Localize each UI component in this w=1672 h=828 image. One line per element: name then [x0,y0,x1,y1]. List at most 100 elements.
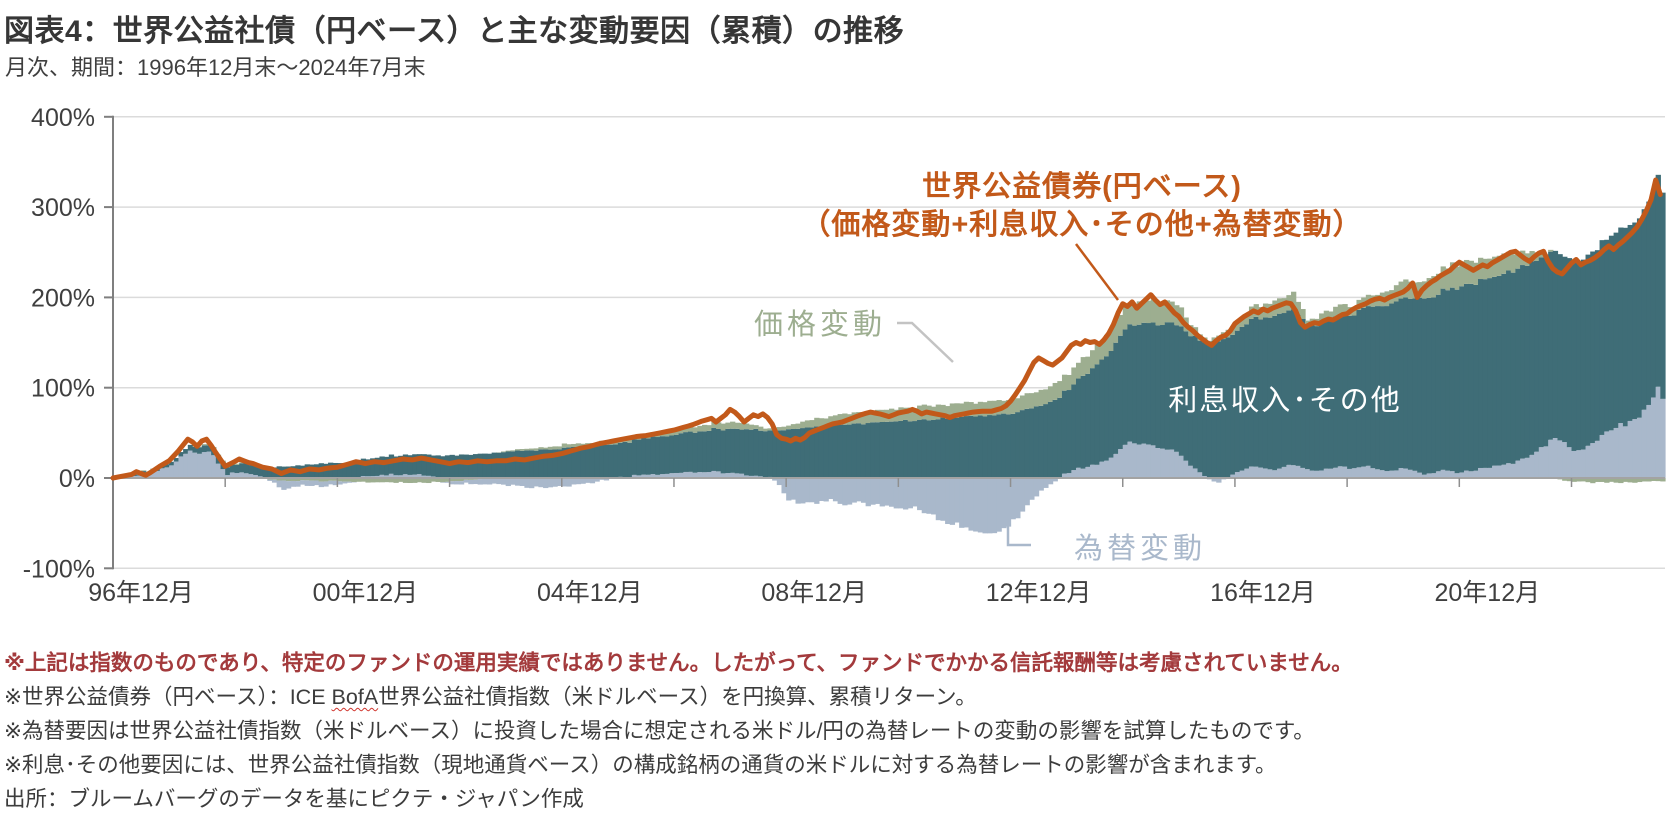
bar-segment [1319,470,1325,478]
bar-segment [1019,410,1026,478]
bar-segment [790,424,797,429]
bar-segment [1576,450,1582,478]
bar-segment [173,458,180,462]
bar-segment [636,439,642,476]
bar-segment [1188,336,1194,466]
bar-segment [248,465,254,475]
bar-segment [1487,278,1493,468]
footnote-warning: ※上記は指数のものであり、特定のファンドの運用実績ではありません。したがって、フ… [4,651,1353,675]
bar-segment [1085,373,1091,467]
bar-segment [1571,478,1577,482]
bar-segment [856,478,862,502]
bar-segment [870,478,876,505]
bar-segment [374,475,381,478]
bar-segment [1291,291,1297,310]
bar-segment [758,430,764,477]
bar-segment [753,425,759,429]
bar-segment [1080,357,1086,376]
bar-segment [1576,262,1582,451]
bar-segment [1510,272,1517,464]
bar-segment [795,428,801,478]
bar-segment [949,417,956,478]
bar-segment [1314,470,1320,478]
bar-segment [1052,478,1058,482]
bar-segment [954,403,960,418]
bar-segment [790,428,797,478]
bar-segment [379,478,385,483]
x-axis-tick-label: 04年12月 [537,579,643,607]
bar-segment [842,478,848,506]
bar-segment [870,422,876,478]
total-line-label-2: （価格変動+利息収入･その他+為替変動） [801,207,1362,241]
bar-segment [285,481,292,489]
bar-segment [1585,478,1591,483]
bar-segment [987,478,993,534]
bar-segment [557,449,563,478]
bar-segment [1038,405,1044,478]
bar-segment [697,425,703,432]
bar-segment [1510,463,1517,478]
bar-segment [800,478,806,504]
bar-segment [1080,375,1086,469]
bar-segment [846,424,853,478]
bar-segment [393,475,399,478]
bar-segment [645,474,652,478]
bar-segment [1029,393,1035,409]
bar-segment [1566,258,1573,448]
bar-segment [1038,478,1044,491]
bar-segment [776,478,783,486]
bar-segment [734,428,741,474]
bar-segment [706,472,712,478]
bar-segment [1164,322,1171,450]
bar-segment [1650,478,1657,481]
bar-segment [1524,265,1531,458]
bar-segment [1136,444,1143,478]
bar-segment [809,478,815,503]
bar-segment [851,478,857,503]
y-axis-tick-label: 100% [31,375,95,403]
bar-segment [1347,468,1353,478]
bar-segment [1580,259,1587,450]
fx-series-label: 為替変動 [1074,532,1206,565]
bar-segment [243,463,250,474]
axes-and-ticks [104,115,1665,570]
bar-segment [851,423,857,478]
bar-segment [1417,297,1423,473]
bar-segment [687,431,694,472]
bar-segment [991,478,998,534]
bar-segment [519,478,525,486]
bar-segment [1510,254,1517,273]
bar-segment [1323,310,1330,321]
chart-subtitle-period: 月次、期間：1996年12月末～2024年7月末 [5,55,426,80]
bar-segment [706,425,712,431]
bar-segment [1277,468,1283,478]
bar-segment [519,450,525,478]
bar-segment [1094,364,1100,465]
bar-segment [342,478,348,482]
bar-segment [1445,470,1451,478]
bar-segment [945,406,951,419]
bar-segment [828,425,834,478]
bar-segment [1548,249,1554,252]
bar-segment [912,478,918,507]
bar-segment [388,454,395,474]
bar-segment [1594,440,1601,478]
bar-segment [346,481,353,483]
bar-segment [1090,464,1096,478]
bar-segment [496,452,502,478]
bar-segment [309,480,315,486]
bar-segment [346,462,353,478]
bar-segment [398,475,404,478]
bar-segment [496,478,502,485]
bar-segment [1286,464,1292,478]
bar-segment [1216,341,1222,478]
bar-segment [1580,449,1587,478]
y-axis-tick-label: 400% [31,104,95,132]
bar-segment [1501,464,1507,478]
bar-segment [178,452,184,457]
bar-segment [276,478,282,481]
bar-segment [538,447,544,450]
bar-segment [444,478,451,482]
bar-segment [1047,401,1054,478]
bar-segment [1206,343,1213,478]
